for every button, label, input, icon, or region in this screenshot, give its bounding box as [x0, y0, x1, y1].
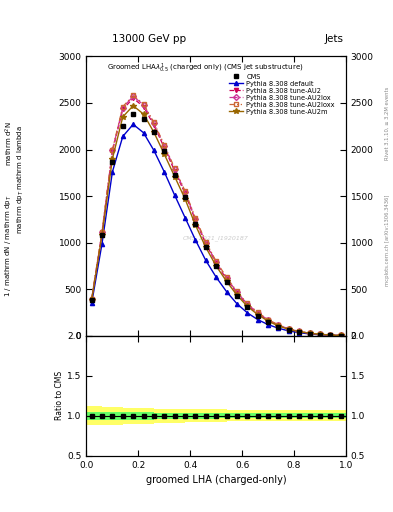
- Text: Rivet 3.1.10, ≥ 3.2M events: Rivet 3.1.10, ≥ 3.2M events: [385, 86, 390, 160]
- Text: mathrm d$^2$N: mathrm d$^2$N: [4, 121, 15, 165]
- Text: mathrm dp$_T$ mathrm d lambda: mathrm dp$_T$ mathrm d lambda: [16, 125, 26, 233]
- Text: 1 / mathrm dN / mathrm dp$_T$: 1 / mathrm dN / mathrm dp$_T$: [4, 195, 14, 297]
- Y-axis label: Ratio to CMS: Ratio to CMS: [55, 371, 64, 420]
- Text: CMS_2021_I1920187: CMS_2021_I1920187: [183, 235, 249, 241]
- X-axis label: groomed LHA (charged-only): groomed LHA (charged-only): [146, 475, 286, 485]
- Text: Groomed LHA$\lambda^{1}_{0.5}$ (charged only) (CMS jet substructure): Groomed LHA$\lambda^{1}_{0.5}$ (charged …: [107, 62, 304, 75]
- Legend: CMS, Pythia 8.308 default, Pythia 8.308 tune-AU2, Pythia 8.308 tune-AU2lox, Pyth: CMS, Pythia 8.308 default, Pythia 8.308 …: [226, 71, 337, 117]
- Text: Jets: Jets: [325, 33, 344, 44]
- Text: 13000 GeV pp: 13000 GeV pp: [112, 33, 186, 44]
- Text: mcplots.cern.ch [arXiv:1306.3436]: mcplots.cern.ch [arXiv:1306.3436]: [385, 195, 390, 286]
